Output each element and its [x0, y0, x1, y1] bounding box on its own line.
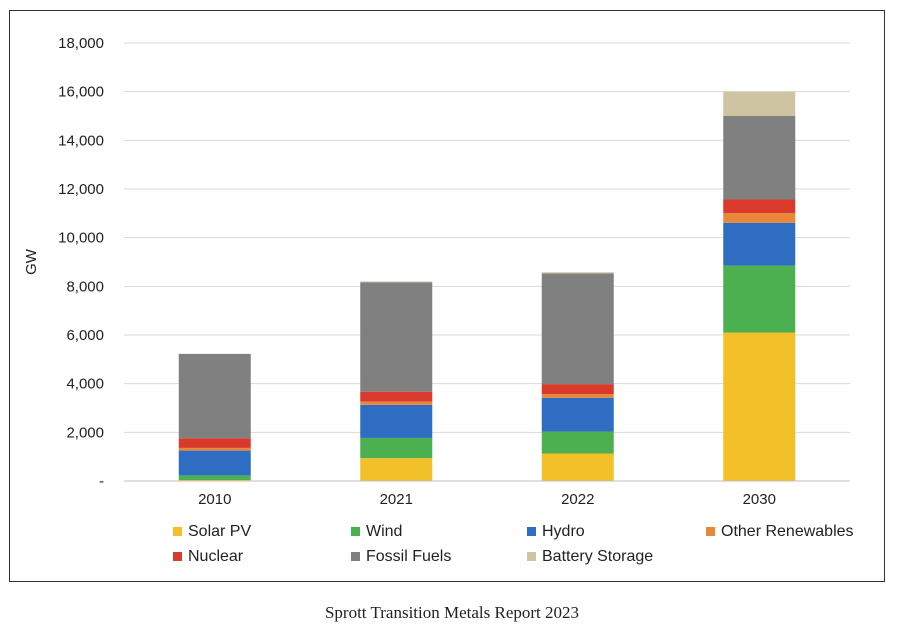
legend-label: Solar PV [188, 523, 251, 540]
bar-segment-other-renewables [178, 447, 251, 451]
figure-caption: Sprott Transition Metals Report 2023 [324, 603, 580, 622]
bar-segment-other-renewables [360, 401, 433, 405]
bar-segment-hydro [723, 222, 796, 266]
y-tick-label: 2,000 [66, 424, 104, 441]
legend-swatch [527, 527, 536, 536]
legend-label: Fossil Fuels [366, 548, 451, 565]
bar-segment-battery-storage [723, 91, 796, 116]
legend-label: Battery Storage [542, 548, 653, 565]
bar-segment-nuclear [723, 199, 796, 214]
bar-segment-battery-storage [360, 281, 433, 283]
y-axis: - 2,000 4,000 6,000 8,000 10,000 12,000 14,000 1… [58, 35, 104, 490]
bar-segment-wind [723, 265, 796, 333]
y-tick-label: - [99, 473, 104, 490]
bar-segment-solar-pv [723, 332, 796, 481]
y-tick-label: 18,000 [58, 35, 104, 52]
bar-segment-hydro [178, 450, 251, 476]
legend-swatch [706, 527, 715, 536]
y-tick-label: 6,000 [66, 327, 104, 344]
bar-segment-wind [541, 431, 614, 454]
legend-label: Wind [366, 523, 402, 540]
legend-swatch [527, 552, 536, 561]
bar-segment-hydro [360, 404, 433, 438]
bar-segment-nuclear [178, 438, 251, 448]
x-tick-label: 2021 [380, 491, 413, 508]
bar-segment-hydro [541, 397, 614, 432]
bar-segment-fossil-fuels [360, 282, 433, 392]
bar-segment-wind [360, 437, 433, 459]
bar-segment-wind [178, 475, 251, 481]
legend-label: Nuclear [188, 548, 244, 565]
legend-label: Hydro [542, 523, 585, 540]
legend-swatch [173, 527, 182, 536]
stacked-bar-chart: - 2,000 4,000 6,000 8,000 10,000 12,000 14,000 1… [23, 35, 854, 565]
x-tick-label: 2030 [743, 491, 776, 508]
x-tick-label: 2010 [198, 491, 231, 508]
y-tick-label: 12,000 [58, 181, 104, 198]
y-tick-label: 4,000 [66, 376, 104, 393]
y-tick-label: 10,000 [58, 230, 104, 247]
bar-segment-solar-pv [360, 458, 433, 481]
bar-segment-fossil-fuels [541, 273, 614, 385]
y-axis-label: GW [23, 248, 40, 275]
bar-segment-nuclear [360, 391, 433, 402]
x-axis: 2010 2021 2022 2030 [124, 480, 850, 508]
legend-label: Other Renewables [721, 523, 854, 540]
bars [178, 91, 796, 481]
bar-segment-nuclear [541, 384, 614, 395]
bar-segment-fossil-fuels [723, 116, 796, 200]
y-tick-label: 8,000 [66, 278, 104, 295]
legend-swatch [173, 552, 182, 561]
bar-segment-other-renewables [723, 213, 796, 223]
legend-swatch [351, 527, 360, 536]
legend: Solar PV Wind Hydro Other Renewables Nuclear… [173, 523, 854, 565]
bar-segment-other-renewables [541, 394, 614, 398]
x-tick-label: 2022 [561, 491, 594, 508]
legend-swatch [351, 552, 360, 561]
bar-segment-battery-storage [541, 272, 614, 274]
y-tick-label: 16,000 [58, 84, 104, 101]
y-tick-label: 14,000 [58, 132, 104, 149]
bar-segment-fossil-fuels [178, 353, 251, 439]
bar-segment-solar-pv [541, 453, 614, 481]
